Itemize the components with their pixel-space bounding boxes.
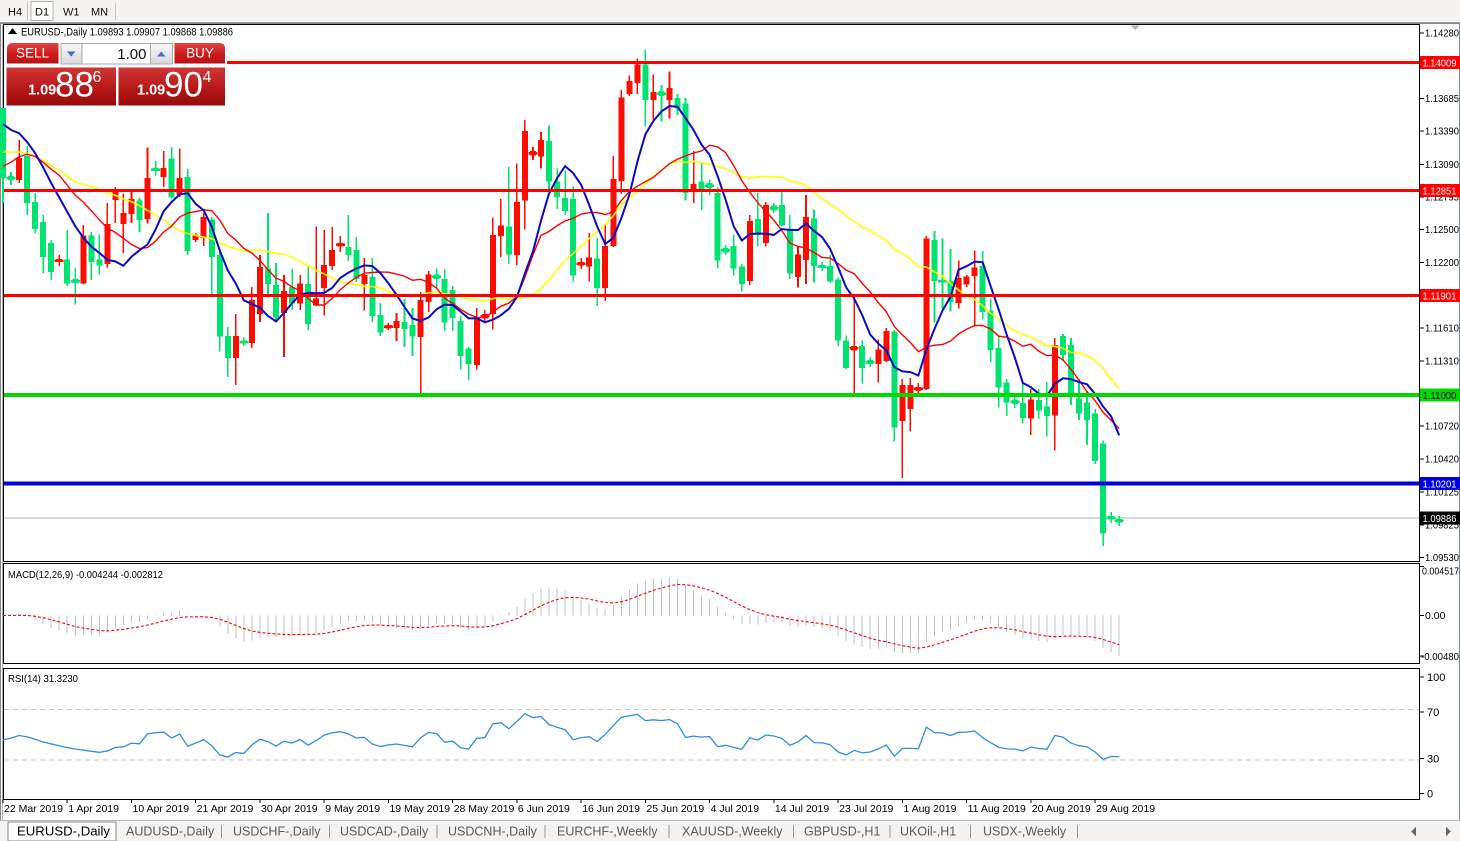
svg-text:1.12200: 1.12200 [1425, 257, 1459, 269]
svg-text:1.09: 1.09 [137, 83, 165, 99]
svg-text:USDCNH-,Daily: USDCNH-,Daily [448, 825, 538, 839]
svg-text:23 Jul 2019: 23 Jul 2019 [839, 803, 893, 815]
svg-text:RSI(14) 31.3230: RSI(14) 31.3230 [8, 673, 78, 685]
svg-text:1.09530: 1.09530 [1425, 552, 1459, 564]
svg-text:1.14280: 1.14280 [1425, 27, 1459, 39]
svg-text:EURUSD-,Daily: EURUSD-,Daily [17, 825, 111, 839]
svg-text:1.11610: 1.11610 [1425, 322, 1459, 334]
svg-text:SELL: SELL [16, 46, 50, 61]
svg-text:22 Mar 2019: 22 Mar 2019 [4, 803, 63, 815]
svg-text:1 Aug 2019: 1 Aug 2019 [903, 803, 956, 815]
svg-text:1.11310: 1.11310 [1425, 355, 1459, 367]
svg-text:30 Apr 2019: 30 Apr 2019 [261, 803, 318, 815]
svg-text:1.10420: 1.10420 [1425, 454, 1459, 466]
svg-text:1.10201: 1.10201 [1423, 478, 1457, 490]
svg-text:USDCAD-,Daily: USDCAD-,Daily [340, 825, 429, 839]
svg-text:MACD(12,26,9) -0.004244 -0.002: MACD(12,26,9) -0.004244 -0.002812 [8, 569, 163, 581]
svg-text:AUDUSD-,Daily: AUDUSD-,Daily [126, 825, 215, 839]
svg-text:4 Jul 2019: 4 Jul 2019 [711, 803, 760, 815]
svg-text:1.11000: 1.11000 [1423, 390, 1457, 402]
svg-text:USDCHF-,Daily: USDCHF-,Daily [233, 825, 321, 839]
svg-text:16 Jun 2019: 16 Jun 2019 [582, 803, 640, 815]
svg-text:D1: D1 [35, 6, 49, 18]
svg-text:1.00: 1.00 [117, 46, 146, 63]
svg-text:9 May 2019: 9 May 2019 [325, 803, 380, 815]
svg-text:0.00: 0.00 [1425, 610, 1446, 622]
svg-text:XAUUSD-,Weekly: XAUUSD-,Weekly [682, 825, 783, 839]
svg-text:UKOil-,H1: UKOil-,H1 [900, 825, 956, 839]
svg-text:H4: H4 [8, 6, 22, 18]
svg-text:70: 70 [1427, 707, 1439, 719]
svg-text:88: 88 [55, 66, 94, 105]
svg-text:21 Apr 2019: 21 Apr 2019 [197, 803, 254, 815]
svg-text:11 Aug 2019: 11 Aug 2019 [968, 803, 1026, 815]
svg-text:-0.00480: -0.00480 [1421, 651, 1459, 663]
svg-text:1.12500: 1.12500 [1425, 224, 1459, 236]
svg-text:EURUSD-,Daily 1.09893 1.09907: EURUSD-,Daily 1.09893 1.09907 1.09868 1.… [21, 27, 233, 39]
svg-text:MN: MN [91, 6, 108, 18]
svg-text:90: 90 [164, 66, 203, 105]
svg-text:1 Apr 2019: 1 Apr 2019 [68, 803, 119, 815]
svg-text:6: 6 [93, 69, 102, 86]
svg-text:25 Jun 2019: 25 Jun 2019 [646, 803, 704, 815]
svg-text:1.09886: 1.09886 [1423, 513, 1457, 525]
svg-text:1.13090: 1.13090 [1425, 159, 1459, 171]
svg-text:10 Apr 2019: 10 Apr 2019 [133, 803, 190, 815]
svg-text:28 May 2019: 28 May 2019 [454, 803, 515, 815]
svg-text:1.09: 1.09 [28, 83, 56, 99]
svg-text:20 Aug 2019: 20 Aug 2019 [1032, 803, 1091, 815]
svg-text:1.11901: 1.11901 [1423, 290, 1457, 302]
svg-text:USDX-,Weekly: USDX-,Weekly [983, 825, 1067, 839]
svg-text:14 Jul 2019: 14 Jul 2019 [775, 803, 829, 815]
svg-text:1.13685: 1.13685 [1425, 93, 1459, 105]
svg-text:GBPUSD-,H1: GBPUSD-,H1 [804, 825, 880, 839]
svg-text:1.14009: 1.14009 [1423, 57, 1457, 69]
svg-text:29 Aug 2019: 29 Aug 2019 [1096, 803, 1155, 815]
svg-text:30: 30 [1427, 754, 1439, 766]
svg-text:1.10720: 1.10720 [1425, 421, 1459, 433]
svg-text:1.12851: 1.12851 [1423, 186, 1457, 198]
svg-text:EURCHF-,Weekly: EURCHF-,Weekly [557, 825, 658, 839]
svg-text:1.13390: 1.13390 [1425, 126, 1459, 138]
svg-text:4: 4 [203, 69, 212, 86]
svg-text:0.004517: 0.004517 [1422, 566, 1459, 578]
svg-text:6 Jun 2019: 6 Jun 2019 [518, 803, 570, 815]
svg-text:0: 0 [1427, 789, 1433, 801]
svg-text:19 May 2019: 19 May 2019 [389, 803, 450, 815]
svg-text:BUY: BUY [186, 46, 214, 61]
svg-text:100: 100 [1427, 672, 1445, 684]
svg-text:W1: W1 [63, 6, 80, 18]
